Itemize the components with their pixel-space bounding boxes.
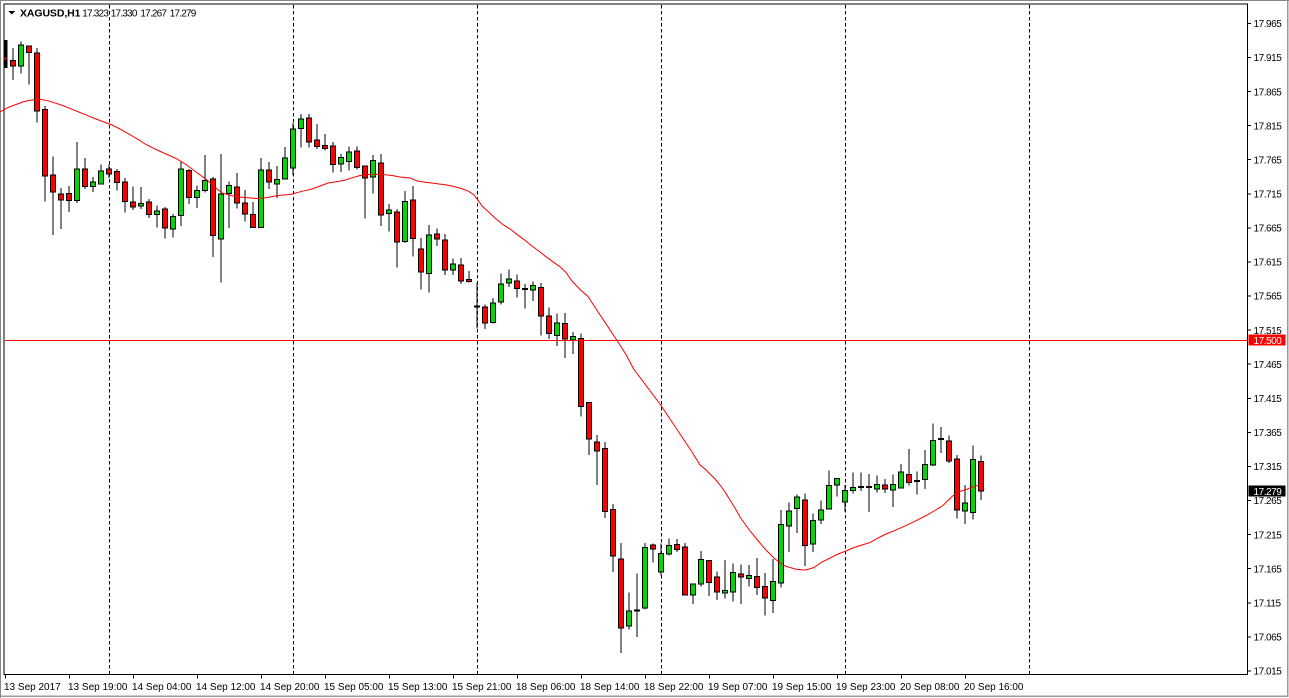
svg-text:17.279: 17.279 [170, 8, 197, 19]
svg-text:15 Sep 05:00: 15 Sep 05:00 [324, 682, 384, 693]
svg-text:17.015: 17.015 [1254, 667, 1283, 678]
svg-text:17.365: 17.365 [1254, 428, 1283, 439]
svg-text:17.965: 17.965 [1254, 19, 1283, 30]
svg-text:17.665: 17.665 [1254, 224, 1283, 235]
svg-text:15 Sep 13:00: 15 Sep 13:00 [388, 682, 448, 693]
svg-text:18 Sep 22:00: 18 Sep 22:00 [644, 682, 704, 693]
svg-text:17.065: 17.065 [1254, 633, 1283, 644]
svg-text:17.615: 17.615 [1254, 258, 1283, 269]
svg-text:17.865: 17.865 [1254, 87, 1283, 98]
svg-text:17.565: 17.565 [1254, 292, 1283, 303]
svg-text:14 Sep 12:00: 14 Sep 12:00 [196, 682, 256, 693]
svg-text:19 Sep 23:00: 19 Sep 23:00 [836, 682, 896, 693]
svg-text:17.500: 17.500 [1254, 336, 1283, 347]
svg-text:XAGUSD,H1: XAGUSD,H1 [20, 7, 81, 19]
svg-text:17.715: 17.715 [1254, 190, 1283, 201]
svg-text:18 Sep 14:00: 18 Sep 14:00 [580, 682, 640, 693]
svg-text:17.165: 17.165 [1254, 564, 1283, 575]
svg-text:18 Sep 06:00: 18 Sep 06:00 [516, 682, 576, 693]
svg-text:17.279: 17.279 [1254, 487, 1283, 498]
svg-text:19 Sep 07:00: 19 Sep 07:00 [708, 682, 768, 693]
svg-text:17.815: 17.815 [1254, 121, 1283, 132]
svg-text:17.515: 17.515 [1254, 326, 1283, 337]
svg-text:13 Sep 19:00: 13 Sep 19:00 [68, 682, 128, 693]
svg-text:15 Sep 21:00: 15 Sep 21:00 [452, 682, 512, 693]
svg-text:13 Sep 2017: 13 Sep 2017 [4, 682, 61, 693]
svg-text:17.315: 17.315 [1254, 462, 1283, 473]
svg-text:17.323: 17.323 [82, 8, 109, 19]
svg-text:17.215: 17.215 [1254, 530, 1283, 541]
svg-text:17.115: 17.115 [1254, 599, 1282, 610]
svg-text:17.765: 17.765 [1254, 155, 1283, 166]
svg-text:17.465: 17.465 [1254, 360, 1283, 371]
svg-text:17.267: 17.267 [140, 8, 167, 19]
svg-text:20 Sep 16:00: 20 Sep 16:00 [964, 682, 1024, 693]
svg-text:14 Sep 04:00: 14 Sep 04:00 [132, 682, 192, 693]
svg-text:17.265: 17.265 [1254, 496, 1283, 507]
svg-text:17.415: 17.415 [1254, 394, 1283, 405]
svg-text:17.915: 17.915 [1254, 53, 1283, 64]
svg-text:17.330: 17.330 [111, 8, 138, 19]
svg-text:14 Sep 20:00: 14 Sep 20:00 [260, 682, 320, 693]
svg-text:20 Sep 08:00: 20 Sep 08:00 [900, 682, 960, 693]
svg-text:19 Sep 15:00: 19 Sep 15:00 [772, 682, 832, 693]
